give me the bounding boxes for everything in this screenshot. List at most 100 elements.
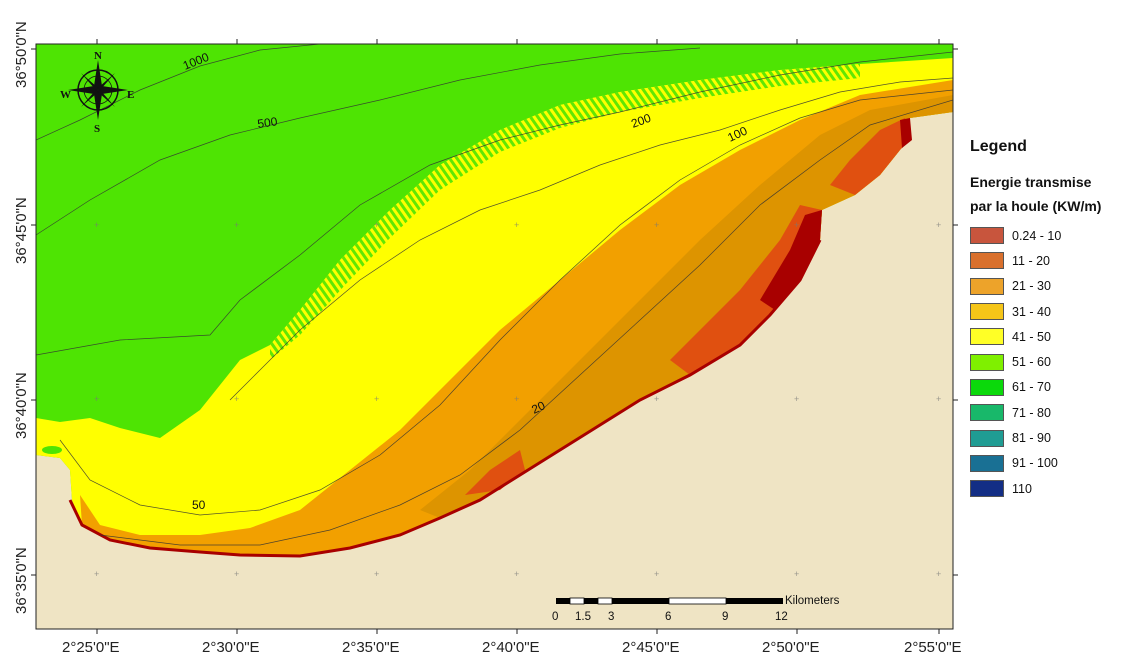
legend-title: Legend	[970, 138, 1027, 155]
legend-item: 110	[970, 476, 1127, 501]
land-area	[36, 112, 953, 629]
coastline-fringe	[68, 239, 822, 558]
svg-text:+: +	[94, 569, 99, 579]
svg-text:+: +	[234, 569, 239, 579]
compass-rose-icon: N S E W	[60, 50, 134, 135]
legend-item-label: 11 - 20	[1012, 253, 1050, 268]
legend-item-label: 91 - 100	[1012, 456, 1058, 471]
contour-line-200	[36, 51, 953, 356]
legend-item-label: 81 - 90	[1012, 431, 1051, 446]
svg-text:+: +	[234, 220, 239, 230]
legend-item: 21 - 30	[970, 274, 1127, 299]
legend-item-label: 51 - 60	[1012, 355, 1051, 370]
contour-label-200: 200	[629, 111, 653, 131]
legend-item: 51 - 60	[970, 349, 1127, 374]
svg-text:+: +	[94, 394, 99, 404]
legend-subtitle-line1: Energie transmise	[970, 174, 1092, 190]
energy-band-inner-21-30	[420, 95, 953, 518]
legend-item: 11 - 20	[970, 248, 1127, 273]
legend-swatch	[970, 404, 1004, 422]
scale-tick-5: 12	[775, 611, 788, 623]
lon-label-2-50: 2°50'0"E	[762, 639, 820, 656]
compass-east: E	[127, 89, 134, 101]
svg-text:+: +	[654, 569, 659, 579]
energy-transition-fringe	[270, 64, 860, 360]
legend-swatch	[970, 353, 1004, 371]
legend-swatch	[970, 252, 1004, 270]
scale-tick-4: 9	[722, 611, 728, 623]
legend-item-label: 71 - 80	[1012, 405, 1051, 420]
legend-item: 91 - 100	[970, 451, 1127, 476]
svg-text:+: +	[794, 220, 799, 230]
legend-item-label: 41 - 50	[1012, 329, 1051, 344]
legend-item-label: 0.24 - 10	[1012, 228, 1062, 243]
compass-west: W	[60, 89, 71, 101]
svg-text:+: +	[514, 220, 519, 230]
small-shoal	[42, 446, 62, 454]
contour-line-20	[99, 99, 953, 546]
scale-tick-0: 0	[552, 611, 558, 623]
legend-items: 0.24 - 10 11 - 20 21 - 30 31 - 40 41 - 50 51 …	[970, 223, 1127, 501]
contour-line-1000	[36, 44, 321, 141]
svg-text:+: +	[374, 394, 379, 404]
scale-tick-1: 1.5	[575, 611, 591, 623]
legend-item: 61 - 70	[970, 375, 1127, 400]
svg-text:+: +	[234, 394, 239, 404]
legend-swatch	[970, 227, 1004, 245]
lat-label-36-40: 36°40'0"N	[13, 372, 30, 439]
legend-swatch	[970, 277, 1004, 295]
lat-label-36-35: 36°35'0"N	[13, 547, 30, 614]
lon-label-2-55: 2°55'0"E	[904, 639, 962, 656]
svg-text:+: +	[514, 569, 519, 579]
compass-south: S	[94, 123, 100, 135]
compass-north: N	[94, 50, 102, 62]
legend-item: 41 - 50	[970, 324, 1127, 349]
lat-label-36-45: 36°45'0"N	[13, 197, 30, 264]
legend-item-label: 31 - 40	[1012, 304, 1051, 319]
contour-line-100	[229, 77, 953, 401]
legend-swatch	[970, 429, 1004, 447]
scale-unit: Kilometers	[785, 595, 840, 607]
legend-swatch	[970, 480, 1004, 498]
lon-label-2-35: 2°35'0"E	[342, 639, 400, 656]
energy-band-11-20	[465, 118, 910, 495]
lon-label-2-30: 2°30'0"E	[202, 639, 260, 656]
svg-text:+: +	[654, 220, 659, 230]
svg-text:+: +	[654, 394, 659, 404]
svg-text:+: +	[514, 394, 519, 404]
contour-label-500: 500	[256, 114, 278, 131]
svg-text:+: +	[936, 394, 941, 404]
legend-item: 0.24 - 10	[970, 223, 1127, 248]
scale-tick-2: 3	[608, 611, 614, 623]
contour-line-50	[59, 89, 953, 516]
legend-item: 81 - 90	[970, 425, 1127, 450]
scale-bar: Kilometers 0 1.5 3 6 9 12	[552, 595, 840, 623]
svg-text:+: +	[936, 569, 941, 579]
legend-item-label: 21 - 30	[1012, 279, 1051, 294]
svg-text:+: +	[94, 220, 99, 230]
legend-subtitle-line2: par la houle (KW/m)	[970, 198, 1102, 214]
svg-text:+: +	[374, 569, 379, 579]
energy-band-21-30	[80, 80, 953, 556]
contour-line-500	[36, 47, 701, 236]
contour-label-20: 20	[529, 398, 547, 416]
legend-item-label: 110	[1012, 481, 1032, 496]
legend-swatch	[970, 328, 1004, 346]
energy-band-0-10	[760, 118, 912, 310]
lon-label-2-45: 2°45'0"E	[622, 639, 680, 656]
svg-text:+: +	[936, 220, 941, 230]
legend-item: 31 - 40	[970, 299, 1127, 324]
legend-item-label: 61 - 70	[1012, 380, 1051, 395]
svg-text:+: +	[374, 220, 379, 230]
svg-text:+: +	[794, 569, 799, 579]
legend-item: 71 - 80	[970, 400, 1127, 425]
legend-swatch	[970, 303, 1004, 321]
legend-swatch	[970, 378, 1004, 396]
svg-text:+: +	[794, 394, 799, 404]
legend-panel: Legend Energie transmise par la houle (K…	[962, 138, 1127, 501]
scale-tick-3: 6	[665, 611, 671, 623]
legend-swatch	[970, 454, 1004, 472]
lon-label-2-25: 2°25'0"E	[62, 639, 120, 656]
map-frame	[35, 43, 954, 630]
